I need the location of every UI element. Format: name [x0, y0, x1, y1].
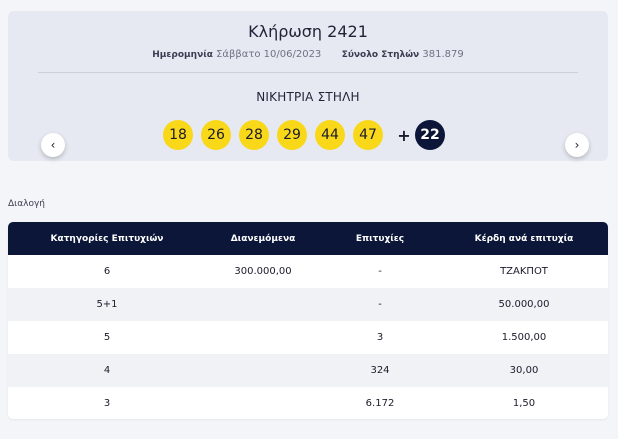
number-ball: 26	[201, 120, 231, 150]
number-ball: 28	[239, 120, 269, 150]
chevron-right-icon: ›	[574, 138, 580, 152]
section-label: Διαλογή	[8, 199, 45, 209]
cell-prize: 1,50	[512, 398, 536, 409]
previous-draw-button[interactable]: ‹	[41, 133, 65, 157]
number-ball: 29	[277, 120, 307, 150]
cell-category: 6	[103, 266, 111, 277]
cell-prize: 30,00	[509, 365, 539, 376]
divider	[38, 72, 578, 73]
cell-winners: -	[378, 266, 382, 277]
cell-distributed	[206, 354, 320, 387]
number-ball: 18	[163, 120, 193, 150]
header-winners: Επιτυχίες	[355, 233, 405, 244]
cell-distributed	[206, 288, 320, 321]
header-prize: Κέρδη ανά επιτυχία	[474, 233, 574, 244]
cell-prize: 50.000,00	[498, 299, 550, 310]
number-ball: 44	[315, 120, 345, 150]
cell-distributed: 300.000,00	[234, 266, 292, 277]
table-row: 5 3 1.500,00	[8, 321, 608, 354]
plus-sign: +	[397, 125, 411, 145]
draw-meta: Ημερομηνία Σάββατο 10/06/2023 Σύνολο Στη…	[8, 49, 608, 60]
chevron-left-icon: ‹	[50, 138, 56, 152]
table-header-row: Κατηγορίες Επιτυχιών Διανεμόμενα Επιτυχί…	[8, 222, 608, 255]
columns-value: 381.879	[422, 49, 464, 60]
table-row: 6 300.000,00 - ΤΖΑΚΠΟΤ	[8, 255, 608, 288]
table-row: 5+1 - 50.000,00	[8, 288, 608, 321]
cell-distributed	[206, 321, 320, 354]
cell-winners: -	[378, 299, 382, 310]
table-row: 3 6.172 1,50	[8, 387, 608, 419]
cell-winners: 6.172	[365, 398, 395, 409]
next-draw-button[interactable]: ›	[565, 133, 589, 157]
date-value: Σάββατο 10/06/2023	[216, 49, 322, 60]
cell-winners: 3	[376, 332, 384, 343]
number-ball: 47	[353, 120, 383, 150]
results-table: Κατηγορίες Επιτυχιών Διανεμόμενα Επιτυχί…	[8, 222, 608, 419]
cell-category: 5	[103, 332, 111, 343]
cell-prize: ΤΖΑΚΠΟΤ	[500, 266, 548, 277]
winning-column-label: ΝΙΚΗΤΡΙΑ ΣΤΗΛΗ	[256, 90, 360, 104]
cell-category: 5+1	[96, 299, 118, 310]
bonus-ball: 22	[415, 120, 445, 150]
columns-label: Σύνολο Στηλών	[341, 50, 420, 60]
cell-category: 4	[103, 365, 111, 376]
winning-numbers: 18 26 28 29 44 47 + 22	[163, 119, 453, 151]
draw-title: Κλήρωση 2421	[248, 22, 368, 41]
header-distributed: Διανεμόμενα	[230, 233, 296, 244]
cell-prize: 1.500,00	[501, 332, 547, 343]
header-categories: Κατηγορίες Επιτυχιών	[50, 233, 164, 244]
draw-card: Κλήρωση 2421 Ημερομηνία Σάββατο 10/06/20…	[8, 11, 608, 161]
cell-winners: 324	[370, 365, 390, 376]
cell-distributed	[206, 387, 320, 419]
date-label: Ημερομηνία	[152, 50, 213, 60]
table-row: 4 324 30,00	[8, 354, 608, 387]
cell-category: 3	[103, 398, 111, 409]
